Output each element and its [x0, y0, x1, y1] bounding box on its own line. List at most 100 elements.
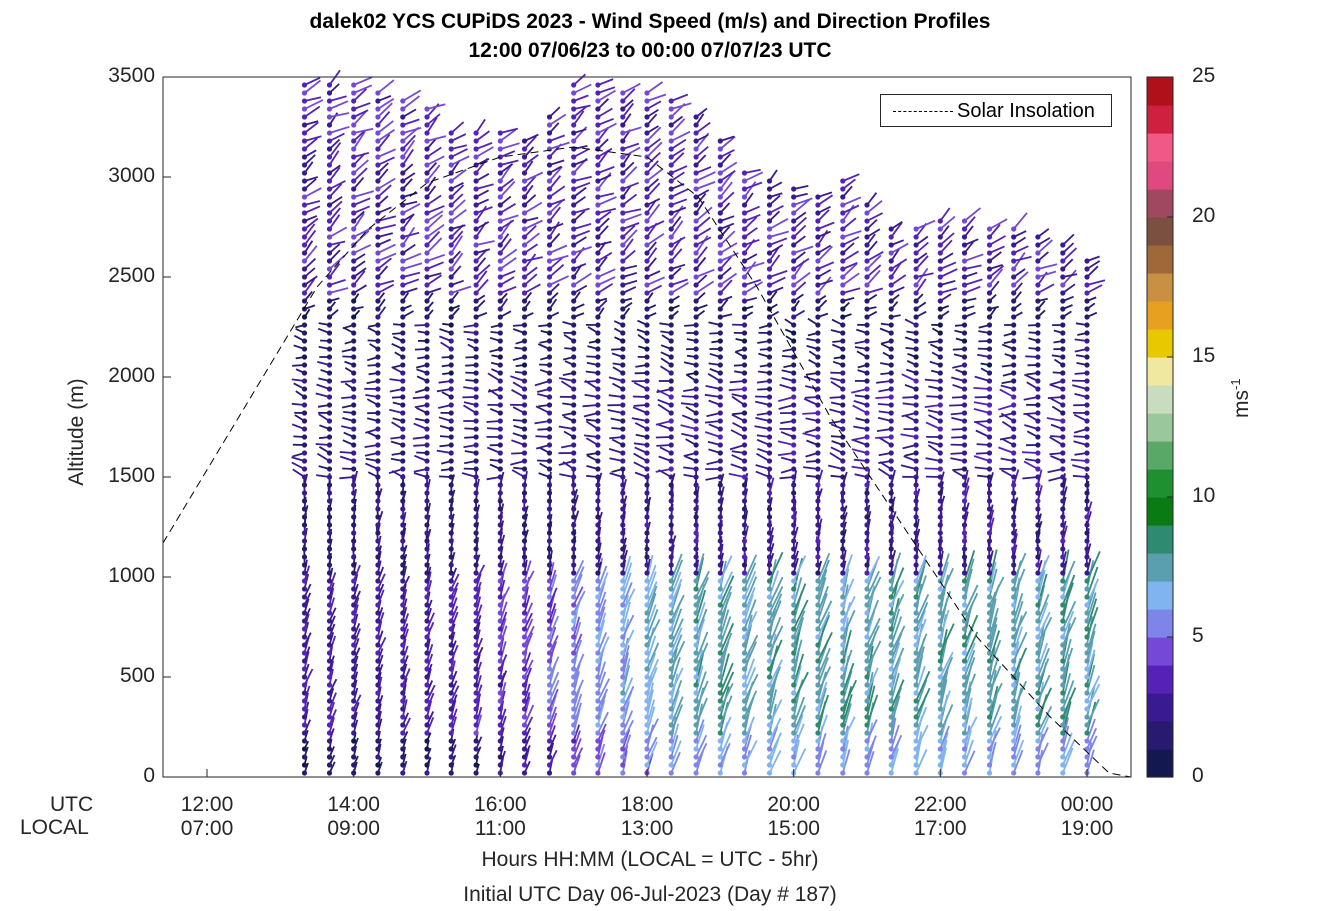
wind-barb-point: [864, 314, 870, 320]
wind-barb-point: [864, 522, 870, 528]
wind-barb-point: [546, 250, 553, 256]
wind-barb-stick: [499, 586, 511, 606]
wind-barb-point: [571, 682, 577, 688]
wind-barb-point: [448, 714, 454, 720]
wind-barb-point: [864, 346, 870, 352]
wind-barb-stick: [450, 708, 458, 726]
wind-barb-stick: [548, 264, 565, 278]
wind-barb-stick: [523, 232, 540, 246]
wind-barb-stick: [646, 585, 658, 614]
wind-barb-stick: [988, 607, 999, 638]
wind-barb-point: [741, 450, 748, 456]
wind-barb-stick: [973, 387, 990, 390]
wind-barb-point: [375, 170, 381, 176]
wind-barb-point: [424, 722, 430, 728]
wind-barb-point: [766, 594, 773, 600]
wind-barb-stick: [377, 156, 395, 166]
wind-barb-point: [815, 634, 821, 640]
wind-barb-point: [1035, 482, 1041, 488]
wind-barb-point: [766, 554, 773, 560]
wind-barb-point: [571, 490, 577, 496]
wind-barb-point: [400, 306, 406, 312]
wind-barb-point: [961, 362, 968, 368]
wind-barb-point: [351, 162, 357, 168]
wind-barb-stick: [719, 742, 731, 766]
wind-barb-stick: [769, 205, 784, 214]
wind-barb-point: [1060, 586, 1066, 592]
wind-barb-point: [375, 354, 381, 360]
wind-barb-point: [1060, 762, 1066, 768]
wind-barb-point: [864, 722, 870, 728]
wind-barb-stick: [743, 562, 757, 590]
wind-barb-point: [1011, 226, 1017, 232]
wind-barb-point: [497, 314, 503, 320]
wind-barb-point: [668, 634, 674, 640]
wind-barb-point: [644, 522, 650, 528]
wind-barb-point: [888, 450, 894, 456]
wind-barb-point: [741, 362, 748, 368]
wind-barb-point: [864, 330, 870, 336]
wind-barb-point: [693, 554, 699, 560]
wind-barb-stick: [670, 594, 685, 622]
wind-barb-stick: [352, 212, 365, 230]
wind-barb-point: [448, 562, 454, 568]
wind-barb-point: [815, 602, 821, 608]
wind-barb-point: [888, 642, 894, 648]
wind-barb-point: [937, 698, 943, 704]
wind-barb-stick: [842, 250, 859, 262]
wind-barb-stick: [719, 683, 734, 710]
wind-barb-point: [375, 490, 381, 496]
wind-barb-point: [791, 570, 797, 576]
wind-barb-stick: [719, 149, 735, 158]
wind-barb-point: [888, 658, 894, 664]
wind-barb-stick: [646, 182, 661, 198]
wind-barb-point: [815, 450, 821, 456]
wind-barb-point: [1035, 394, 1041, 400]
wind-barb-point: [791, 282, 797, 288]
wind-barb-stick: [963, 750, 976, 774]
wind-barb-point: [913, 642, 919, 648]
wind-barb-point: [424, 434, 430, 440]
wind-barb-point: [375, 314, 381, 320]
wind-barb-point: [375, 690, 381, 696]
wind-barb-point: [351, 754, 357, 760]
wind-barb-point: [448, 298, 454, 304]
wind-barb-point: [741, 234, 748, 240]
wind-barb-point: [937, 314, 943, 320]
wind-barb-stick: [523, 560, 532, 582]
wind-barb-point: [791, 706, 797, 712]
wind-barb-point: [840, 466, 846, 472]
wind-barb-point: [546, 186, 553, 192]
wind-barb-point: [791, 538, 797, 544]
wind-barb-stick: [450, 144, 468, 150]
wind-barb-point: [644, 514, 650, 520]
wind-barb-point: [986, 306, 993, 312]
wind-barb-point: [717, 434, 723, 440]
wind-barb-stick: [988, 617, 998, 646]
wind-barb-point: [301, 90, 308, 96]
wind-barb-stick: [499, 625, 508, 646]
wind-barb-point: [693, 170, 699, 176]
wind-barb-point: [913, 602, 919, 608]
wind-barb-point: [1011, 570, 1017, 576]
wind-barb-stick: [890, 567, 905, 598]
wind-barb-point: [497, 546, 503, 552]
wind-barb-point: [961, 354, 968, 360]
wind-barb-point: [913, 394, 919, 400]
wind-barb-point: [693, 426, 699, 432]
wind-barb-point: [571, 122, 577, 128]
wind-barb-stick: [377, 184, 392, 198]
wind-barb-point: [546, 650, 553, 656]
wind-barb-point: [741, 410, 748, 416]
wind-barb-point: [791, 418, 797, 424]
wind-barb-point: [693, 218, 699, 224]
wind-barb-point: [937, 722, 943, 728]
wind-barb-point: [840, 402, 846, 408]
wind-barb-point: [1035, 378, 1041, 384]
wind-barb-point: [351, 594, 357, 600]
wind-barb-point: [595, 506, 601, 512]
wind-barb-stick: [695, 642, 709, 670]
wind-barb-point: [571, 658, 577, 664]
wind-barb-stick: [973, 455, 990, 462]
wind-barb-point: [400, 162, 406, 168]
